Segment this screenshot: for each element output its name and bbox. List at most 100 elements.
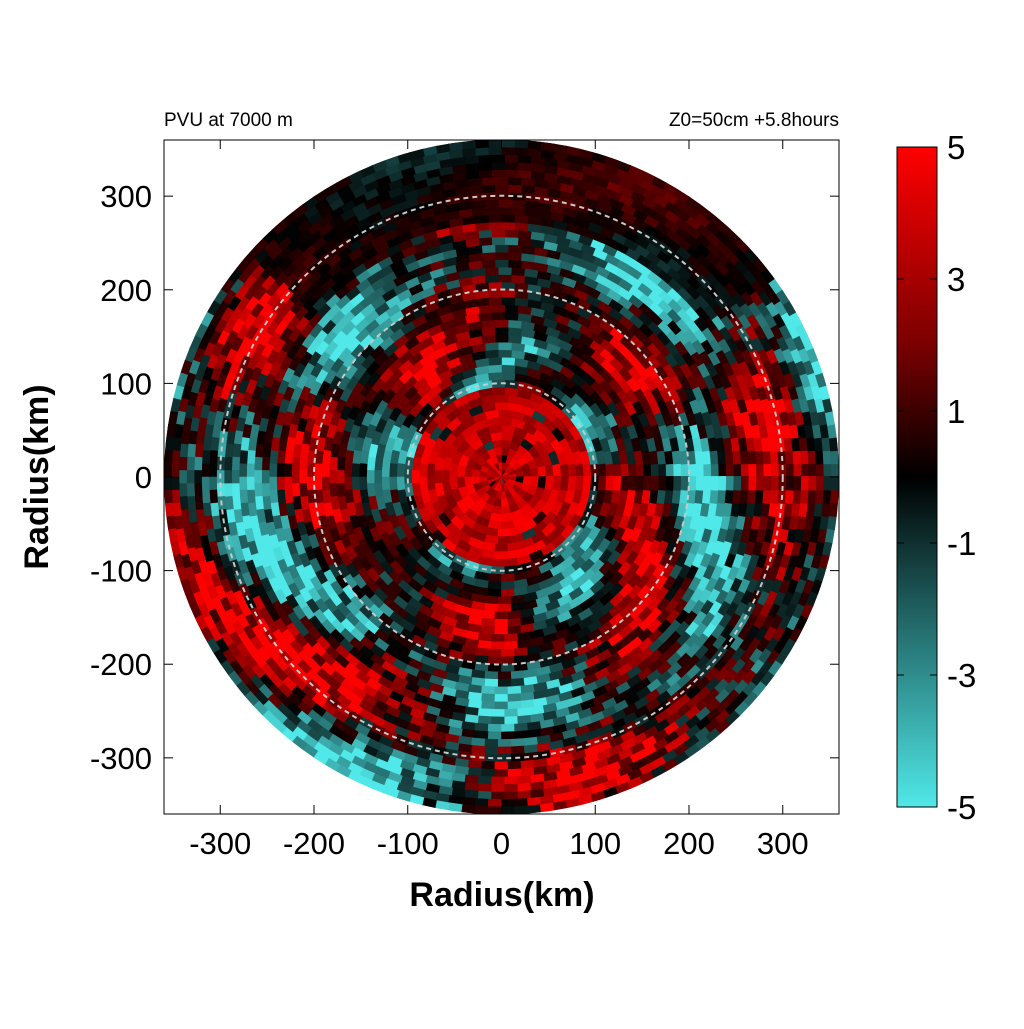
heatmap-cell: [808, 475, 817, 491]
heatmap-cell: [754, 449, 765, 465]
heatmap-cell: [223, 456, 233, 472]
heatmap-cell: [298, 483, 308, 499]
heatmap-cell: [740, 475, 750, 491]
colorbar-tick-label: -5: [947, 789, 976, 826]
heatmap-cell: [567, 475, 577, 492]
heatmap-cell: [486, 371, 502, 381]
heatmap-cell: [501, 723, 516, 733]
heatmap-cell: [490, 386, 506, 396]
heatmap-cell: [503, 229, 519, 238]
heatmap-cell: [747, 488, 757, 505]
heatmap-cell: [487, 580, 503, 590]
heatmap-cell: [507, 685, 523, 695]
heatmap-cell: [514, 805, 529, 814]
heatmap-cell: [709, 488, 719, 505]
heatmap-cell: [481, 693, 497, 703]
x-tick-label: -300: [189, 826, 251, 861]
heatmap-cell: [497, 671, 513, 680]
heatmap-cell: [494, 543, 510, 553]
plot-title-right: Z0=50cm +5.8hours: [669, 110, 839, 131]
heatmap-cell: [497, 274, 512, 283]
heatmap-cell: [506, 259, 522, 269]
heatmap-cell: [497, 206, 512, 216]
heatmap-cell: [527, 804, 543, 814]
heatmap-cell: [493, 319, 509, 328]
heatmap-cell: [268, 476, 278, 492]
heatmap-cell: [490, 229, 506, 238]
x-tick-label: -100: [377, 826, 439, 861]
heatmap-cell: [494, 551, 510, 560]
heatmap-cell: [487, 588, 503, 598]
heatmap-cell: [494, 701, 510, 710]
heatmap-cell: [513, 140, 529, 149]
heatmap-cell: [784, 488, 795, 504]
heatmap-cell: [605, 462, 615, 478]
y-tick-label: 200: [100, 273, 152, 308]
heatmap-cell: [597, 462, 607, 478]
heatmap-cell: [643, 475, 652, 491]
heatmap-cell: [487, 798, 503, 808]
heatmap-cell: [494, 694, 510, 703]
heatmap-cell: [517, 790, 533, 800]
heatmap-cell: [471, 737, 487, 747]
heatmap-cell: [793, 475, 802, 491]
heatmap-cell: [164, 502, 175, 518]
heatmap-cell: [605, 475, 615, 491]
heatmap-cell: [658, 475, 667, 491]
colorbar-tick-label: 5: [947, 129, 965, 166]
y-tick-label: 100: [100, 366, 152, 401]
heatmap-cell: [366, 469, 375, 485]
heatmap-cell: [246, 476, 255, 492]
heatmap-cell: [477, 236, 493, 247]
heatmap-cell: [510, 266, 526, 277]
heatmap-cell: [506, 176, 522, 186]
heatmap-cell: [193, 483, 203, 498]
heatmap-cell: [194, 443, 204, 459]
heatmap-cell: [510, 206, 526, 216]
heatmap-cell: [477, 708, 493, 718]
heatmap-cell: [510, 199, 526, 209]
heatmap-cell: [710, 462, 720, 478]
heatmap-cell: [460, 140, 476, 150]
heatmap-cell: [500, 364, 516, 374]
heatmap-cell: [710, 475, 720, 491]
heatmap-cell: [792, 449, 802, 465]
y-axis-title: Radius(km): [18, 384, 56, 569]
heatmap-cell: [487, 214, 502, 223]
heatmap-cell: [494, 769, 510, 778]
heatmap-cell: [755, 462, 765, 478]
heatmap-cell: [620, 462, 630, 478]
heatmap-cell: [494, 686, 510, 695]
heatmap-cell: [238, 476, 248, 492]
heatmap-cell: [732, 449, 742, 465]
heatmap-cell: [291, 483, 301, 498]
heatmap-cell: [477, 783, 493, 793]
heatmap-cell: [650, 475, 660, 491]
heatmap-cell: [517, 782, 533, 792]
heatmap-cell: [748, 475, 757, 491]
heatmap-cell: [261, 456, 271, 472]
heatmap-cell: [507, 760, 523, 770]
heatmap-cell: [793, 462, 802, 478]
heatmap-cell: [490, 169, 506, 178]
heatmap-cell: [473, 146, 489, 156]
heatmap-cell: [283, 463, 293, 479]
heatmap-cell: [770, 462, 780, 478]
heatmap-cell: [493, 326, 509, 336]
heatmap-cell: [373, 469, 383, 485]
heatmap-cell: [497, 603, 513, 613]
heatmap-cell: [635, 462, 645, 478]
heatmap-cell: [261, 469, 270, 485]
heatmap-cell: [487, 573, 503, 583]
heatmap-cell: [739, 449, 749, 465]
heatmap-cell: [321, 463, 330, 479]
heatmap-cell: [494, 618, 510, 628]
heatmap-cell: [808, 462, 817, 478]
heatmap-cell: [497, 678, 513, 688]
heatmap-cell: [763, 475, 772, 491]
heatmap-cell: [770, 475, 780, 491]
heatmap-cell: [171, 463, 180, 479]
heatmap-cell: [481, 685, 497, 695]
heatmap-cell: [471, 745, 487, 755]
